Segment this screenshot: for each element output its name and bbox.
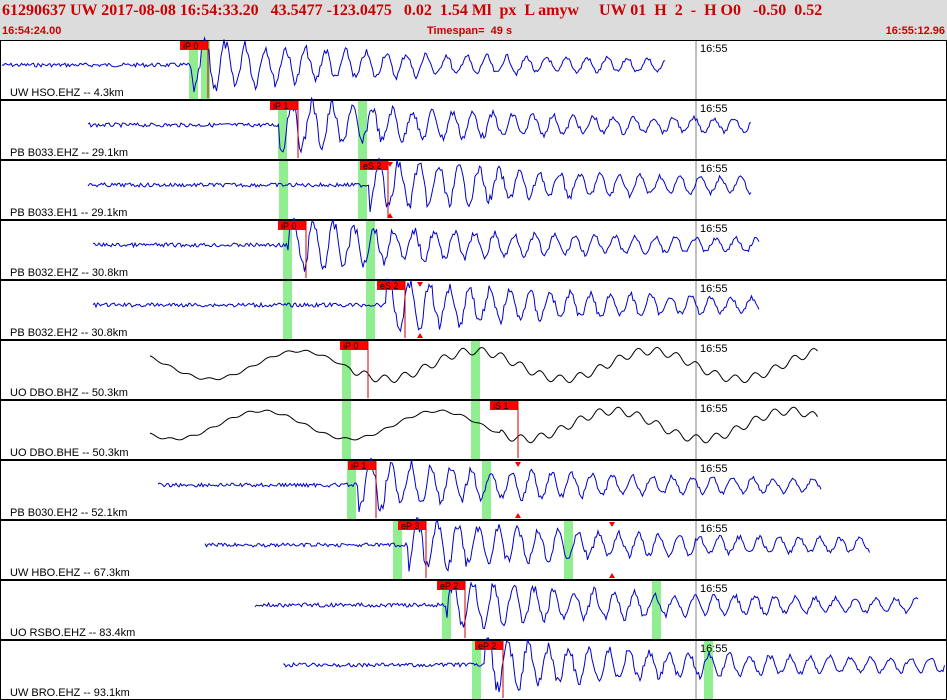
waveform-trace [92,278,760,333]
channel-panel-5[interactable] [0,280,947,340]
phase-pick-label: eP 2 [440,581,458,591]
amplitude-marker [417,333,423,338]
phase-pick-flag[interactable] [398,521,426,530]
station-label: PB B030.EH2 -- 52.1km [10,507,127,519]
time-mark-label: 16:55 [700,403,728,415]
s-window-bar [471,341,480,399]
station-label: PB B033.EH1 -- 29.1km [10,207,127,219]
waveform-trace [87,157,752,213]
phase-pick-flag[interactable] [348,461,376,470]
phase-pick-label: eS 2 [363,161,382,171]
station-label: UO RSBO.EHZ -- 83.4km [10,627,135,639]
phase-pick-label: iS 1 [493,401,509,411]
phase-pick-flag[interactable] [180,41,208,50]
phase-pick-label: iP 0 [281,221,296,231]
phase-pick-label: eP 2 [478,641,496,651]
timespan: Timespan= 49 s [427,25,513,37]
end-time: 16:55:12.96 [885,25,945,37]
p-window-bar [283,281,292,339]
s-window-bar [358,101,367,159]
time-mark-label: 16:55 [700,163,728,175]
station-label: UW BRO.EHZ -- 93.1km [10,687,130,699]
s-window-bar [564,521,573,579]
time-mark-label: 16:55 [700,343,728,355]
waveform-trace [149,406,818,444]
waveform-trace [87,96,752,154]
s-window-bar [704,641,713,699]
p-window-bar [342,341,351,399]
time-mark-label: 16:55 [700,223,728,235]
p-window-bar [393,521,402,579]
station-label: PB B033.EHZ -- 29.1km [10,147,128,159]
p-window-bar [278,101,287,159]
s-window-bar [366,221,375,279]
waveform-trace [92,217,760,272]
time-mark-label: 16:55 [700,283,728,295]
amplitude-marker [609,522,615,527]
amplitude-marker [515,513,521,518]
station-label: UW HBO.EHZ -- 67.3km [10,567,130,579]
p-window-bar [347,461,356,519]
s-window-bar [482,461,491,519]
amplitude-marker [417,282,423,287]
channel-panel-9[interactable] [0,520,947,580]
waveform-trace [149,346,818,384]
s-window-bar [471,401,480,459]
p-window-bar [342,401,351,459]
amplitude-marker [387,162,393,167]
phase-pick-label: iP 1 [273,101,288,111]
start-time: 16:54:24.00 [2,25,62,37]
time-mark-label: 16:55 [700,583,728,595]
time-mark-label: 16:55 [700,643,728,655]
p-window-bar [189,41,198,99]
waveform-trace [282,637,945,693]
waveform-trace [1,36,666,93]
waveform-trace [157,457,822,513]
amplitude-marker [609,573,615,578]
station-label: UO DBO.BHZ -- 50.3km [10,387,128,399]
channel-panel-2[interactable] [0,100,947,160]
s-window-bar [652,581,661,639]
phase-pick-flag[interactable] [437,581,465,590]
phase-pick-flag[interactable] [360,161,388,170]
phase-pick-flag[interactable] [490,401,518,410]
channel-panel-10[interactable] [0,580,947,640]
waveform-trace [204,517,870,572]
waveform-trace [254,581,919,630]
station-label: UW HSO.EHZ -- 4.3km [10,87,124,99]
p-window-bar [442,581,451,639]
time-mark-label: 16:55 [700,43,728,55]
station-label: UO DBO.BHE -- 50.3km [10,447,129,459]
phase-pick-label: iP 1 [351,461,366,471]
p-window-bar [472,641,481,699]
phase-pick-flag[interactable] [377,281,405,290]
p-window-bar [279,161,288,219]
station-label: PB B032.EH2 -- 30.8km [10,327,127,339]
s-window-bar [201,41,210,99]
amplitude-marker [387,213,393,218]
event-title: 61290637 UW 2017-08-08 16:54:33.20 43.54… [2,2,823,19]
time-mark-label: 16:55 [700,523,728,535]
phase-pick-flag[interactable] [340,341,368,350]
phase-pick-label: eS 2 [380,281,399,291]
s-window-bar [358,161,367,219]
phase-pick-label: iP 0 [343,341,358,351]
phase-pick-label: eP 3 [401,521,419,531]
time-mark-label: 16:55 [700,463,728,475]
time-mark-label: 16:55 [700,103,728,115]
channel-panel-4[interactable] [0,220,947,280]
phase-pick-flag[interactable] [278,221,306,230]
phase-pick-flag[interactable] [475,641,503,650]
phase-pick-label: iP 0 [183,41,198,51]
station-label: PB B032.EHZ -- 30.8km [10,267,128,279]
amplitude-marker [515,462,521,467]
s-window-bar [366,281,375,339]
header-bar: 61290637 UW 2017-08-08 16:54:33.20 43.54… [0,0,947,40]
phase-pick-flag[interactable] [270,101,298,110]
